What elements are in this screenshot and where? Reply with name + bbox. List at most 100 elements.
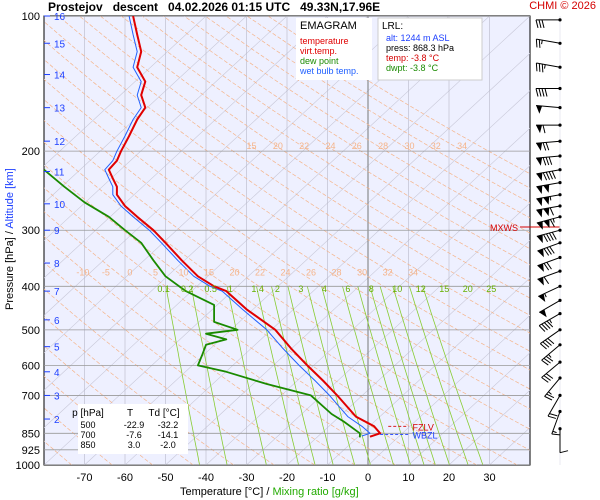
altitude-tick-label: 4 <box>54 368 60 379</box>
wind-barb <box>536 193 562 207</box>
dry-adiabat <box>204 16 530 219</box>
pressure-tick-label: 500 <box>22 325 40 337</box>
dry-adiabat <box>44 345 194 465</box>
x-axis-label: Temperature [°C] / Mixing ratio [g/kg] <box>180 486 359 498</box>
wind-barb <box>536 105 562 114</box>
x-tick-label: -20 <box>279 472 295 484</box>
altitude-tick-label: 12 <box>54 137 66 148</box>
lrl-temp: temp: -3.8 °C <box>386 53 440 63</box>
summary-table <box>78 404 188 454</box>
wind-barb <box>547 393 562 419</box>
wind-barb <box>537 269 562 286</box>
altitude-tick-label: 16 <box>54 12 66 23</box>
legend-title: EMAGRAM <box>300 20 357 32</box>
table-header: T <box>127 408 133 419</box>
altitude-tick-label: 2 <box>54 415 60 426</box>
wind-barb <box>536 215 562 230</box>
wind-barb <box>538 298 562 318</box>
mixing-ratio-label: 12 <box>416 284 426 294</box>
pressure-tick-label: 200 <box>22 146 40 158</box>
dry-adiabat-label: 20 <box>273 141 283 151</box>
dry-adiabat <box>162 16 530 250</box>
x-axis-label-sep: / <box>263 486 273 498</box>
lrl-alt: alt: 1244 m ASL <box>386 33 450 43</box>
dry-adiabat-label: 26 <box>306 267 316 277</box>
dry-adiabat <box>141 16 530 266</box>
altitude-tick-label: 10 <box>54 200 66 211</box>
altitude-tick-label: 7 <box>54 287 60 298</box>
dry-adiabat-label: 30 <box>404 141 414 151</box>
wind-barb <box>538 284 562 302</box>
table-cell: 850 <box>80 440 95 450</box>
pressure-tick-label: 100 <box>22 11 40 23</box>
dry-adiabat-label: 28 <box>378 141 388 151</box>
x-axis-label-temp: Temperature [°C] <box>180 486 264 498</box>
pressure-tick-label: 600 <box>22 360 40 372</box>
wind-barb <box>537 241 562 258</box>
dry-adiabat-label: 34 <box>457 141 467 151</box>
wind-barb <box>536 154 562 166</box>
x-tick-label: -40 <box>198 472 214 484</box>
fzlv-label: FZLV <box>413 422 434 432</box>
mixing-ratio-label: 6 <box>345 284 350 294</box>
wind-barb <box>540 328 562 350</box>
dry-adiabat <box>100 16 530 299</box>
mixing-ratio-label: 0.2 <box>181 284 194 294</box>
wind-barb <box>536 168 562 182</box>
mxws-label: MXWS <box>490 223 518 233</box>
x-tick-label: 0 <box>365 472 371 484</box>
pressure-tick-label: 300 <box>22 225 40 237</box>
wind-barb <box>535 38 562 48</box>
x-tick-label: -10 <box>320 472 336 484</box>
altitude-tick-label: 6 <box>54 316 60 327</box>
dry-adiabat-label: 22 <box>299 141 309 151</box>
dry-adiabat <box>58 16 530 334</box>
altitude-tick-label: 11 <box>54 168 65 179</box>
table-cell: -14.1 <box>158 430 179 440</box>
mixing-ratio-label: 25 <box>486 284 496 294</box>
dry-adiabat <box>44 59 530 390</box>
dry-adiabat <box>120 16 530 282</box>
mixing-ratio-label: 0.1 <box>157 284 170 294</box>
altitude-tick-label: 13 <box>54 104 66 115</box>
wind-barb <box>536 204 562 218</box>
dry-adiabat-label: 32 <box>383 267 393 277</box>
dry-adiabat-label: 24 <box>325 141 335 151</box>
lrl-dwpt: dwpt: -3.8 °C <box>386 63 439 73</box>
x-tick-label: -60 <box>117 472 133 484</box>
credit-label[interactable]: CHMI © 2026 <box>529 0 596 12</box>
altitude-tick-label: 15 <box>54 39 66 50</box>
wind-barb <box>536 228 562 244</box>
dry-adiabat <box>225 16 530 204</box>
series-line-wet-bulb-temp <box>104 16 371 437</box>
wind-barb <box>544 376 562 401</box>
dry-adiabat-label: 30 <box>357 267 367 277</box>
dry-adiabat-label: 22 <box>255 267 265 277</box>
altitude-tick-label: 14 <box>54 71 66 82</box>
table-cell: 700 <box>80 430 95 440</box>
pressure-tick-label: 700 <box>22 390 40 402</box>
wind-barb <box>541 360 562 383</box>
legend-item: dew point <box>300 56 339 66</box>
dry-adiabat-label: 20 <box>229 267 239 277</box>
mixing-ratio-label: 1 <box>228 284 233 294</box>
dry-adiabat <box>44 236 356 465</box>
wind-barb <box>558 427 569 454</box>
altitude-tick-label: 3 <box>54 391 60 402</box>
dry-adiabat-label: 0 <box>127 267 132 277</box>
mixing-ratio-label: 15 <box>439 284 449 294</box>
dry-adiabat <box>79 16 530 316</box>
legend-item: virt.temp. <box>300 46 337 56</box>
table-header: p [hPa] <box>72 408 104 419</box>
table-header: Td [°C] <box>148 408 179 419</box>
wind-barb <box>536 123 562 134</box>
legend-item: wet bulb temp. <box>299 66 359 76</box>
dry-adiabat <box>44 141 518 465</box>
dry-adiabat-label: 15 <box>204 267 214 277</box>
lrl-title: LRL: <box>382 21 403 32</box>
x-tick-label: -50 <box>158 472 174 484</box>
dry-adiabat-label: 10 <box>178 267 188 277</box>
altitude-tick-label: 5 <box>54 343 60 354</box>
mixing-ratio-label: 8 <box>369 284 374 294</box>
table-cell: -2.0 <box>160 440 176 450</box>
